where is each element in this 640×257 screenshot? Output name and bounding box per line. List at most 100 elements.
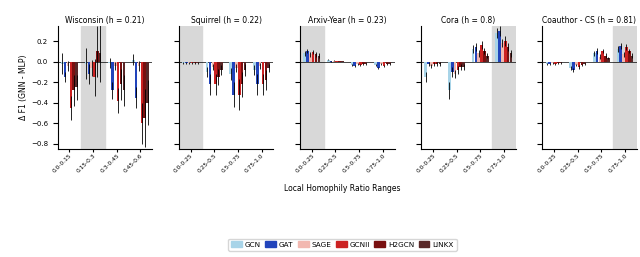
- Bar: [72, 62, 75, 90]
- Bar: [362, 62, 365, 64]
- Bar: [76, 62, 78, 87]
- Bar: [551, 62, 554, 63]
- Bar: [625, 47, 628, 62]
- Bar: [607, 58, 610, 62]
- Bar: [211, 62, 214, 67]
- Bar: [182, 62, 185, 63]
- Bar: [108, 62, 111, 63]
- Bar: [333, 61, 335, 62]
- Bar: [365, 62, 367, 64]
- Bar: [604, 56, 607, 62]
- Bar: [241, 62, 243, 84]
- Bar: [598, 57, 601, 62]
- Bar: [593, 53, 595, 62]
- Bar: [472, 49, 474, 62]
- Bar: [578, 62, 580, 67]
- Bar: [433, 62, 436, 64]
- Bar: [253, 62, 256, 70]
- Bar: [84, 62, 87, 64]
- Bar: [235, 62, 238, 68]
- Bar: [312, 52, 314, 62]
- Bar: [96, 51, 99, 62]
- Bar: [462, 62, 465, 67]
- Bar: [188, 62, 191, 63]
- Bar: [117, 62, 120, 101]
- Bar: [120, 62, 122, 84]
- Bar: [475, 47, 477, 62]
- Title: Wisconsin (h = 0.21): Wisconsin (h = 0.21): [65, 16, 145, 25]
- Bar: [492, 26, 516, 149]
- Bar: [504, 41, 506, 62]
- Bar: [191, 62, 193, 63]
- Bar: [268, 62, 270, 68]
- Title: Cora (h = 0.8): Cora (h = 0.8): [441, 16, 495, 25]
- Bar: [460, 62, 462, 67]
- Bar: [238, 62, 241, 95]
- Bar: [545, 62, 548, 64]
- Bar: [602, 51, 604, 62]
- Title: Squirrel (h = 0.22): Squirrel (h = 0.22): [191, 16, 262, 25]
- Bar: [341, 61, 344, 62]
- Bar: [196, 62, 199, 63]
- Bar: [61, 62, 63, 64]
- Title: Arxiv-Year (h = 0.23): Arxiv-Year (h = 0.23): [308, 16, 387, 25]
- Bar: [209, 62, 211, 84]
- Bar: [622, 54, 625, 62]
- Bar: [185, 62, 188, 63]
- Bar: [507, 47, 509, 62]
- Bar: [220, 62, 223, 70]
- Bar: [132, 60, 134, 62]
- Bar: [122, 62, 125, 90]
- Bar: [560, 62, 563, 63]
- Bar: [179, 26, 202, 149]
- Bar: [477, 53, 480, 62]
- Bar: [569, 62, 572, 68]
- Bar: [448, 62, 451, 90]
- Bar: [596, 51, 598, 62]
- Bar: [135, 62, 138, 98]
- Bar: [264, 62, 267, 80]
- Bar: [616, 49, 619, 62]
- Bar: [356, 62, 359, 64]
- Bar: [141, 62, 143, 123]
- Bar: [501, 43, 504, 62]
- Bar: [244, 62, 246, 70]
- Bar: [256, 62, 259, 84]
- Y-axis label: Δ F1 (GNN - MLP): Δ F1 (GNN - MLP): [19, 55, 28, 120]
- Bar: [306, 51, 308, 62]
- Bar: [613, 26, 637, 149]
- Bar: [388, 62, 391, 64]
- Bar: [438, 62, 441, 64]
- Bar: [359, 62, 362, 65]
- Bar: [230, 62, 232, 74]
- Bar: [499, 31, 501, 62]
- Bar: [486, 56, 488, 62]
- Bar: [300, 26, 324, 149]
- Bar: [554, 62, 557, 64]
- Bar: [146, 62, 149, 103]
- Bar: [303, 53, 306, 62]
- Bar: [81, 26, 105, 149]
- Bar: [620, 46, 622, 62]
- Bar: [424, 62, 427, 77]
- Bar: [88, 62, 90, 74]
- Bar: [451, 62, 454, 72]
- Bar: [262, 62, 264, 84]
- Bar: [374, 62, 377, 65]
- Bar: [339, 61, 341, 62]
- Bar: [99, 53, 102, 62]
- Bar: [335, 61, 338, 62]
- Bar: [70, 62, 72, 108]
- Bar: [193, 62, 196, 63]
- Bar: [353, 62, 356, 66]
- Bar: [548, 62, 551, 64]
- Text: Local Homophily Ratio Ranges: Local Homophily Ratio Ranges: [284, 185, 401, 194]
- Bar: [138, 62, 140, 66]
- Bar: [380, 62, 383, 64]
- Bar: [206, 62, 209, 72]
- Bar: [580, 62, 583, 65]
- Bar: [456, 62, 460, 70]
- Bar: [631, 56, 634, 62]
- Bar: [509, 53, 512, 62]
- Bar: [114, 62, 116, 66]
